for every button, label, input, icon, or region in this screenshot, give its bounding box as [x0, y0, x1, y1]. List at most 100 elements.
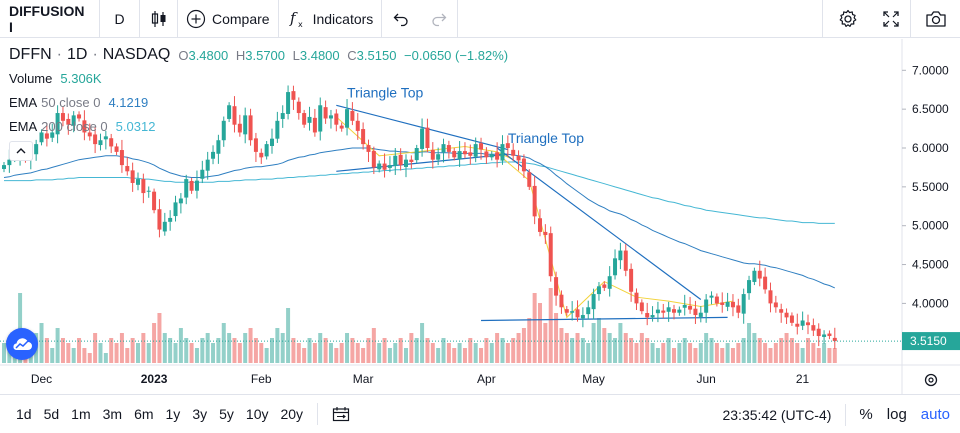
- auto-scale-toggle[interactable]: auto: [920, 406, 950, 423]
- candle-body: [618, 250, 623, 261]
- volume-bar: [682, 338, 687, 363]
- candle-body: [661, 310, 666, 313]
- candle-body: [109, 138, 114, 147]
- candle-body: [339, 125, 344, 129]
- candle-body: [377, 163, 382, 170]
- candle-body: [248, 115, 253, 141]
- volume-bar: [200, 338, 205, 363]
- volume-bar: [511, 338, 516, 363]
- interval-button[interactable]: D: [100, 0, 140, 38]
- candle-body: [136, 179, 140, 185]
- chart-legend: DFFN · 1D · NASDAQ O3.4800 H3.5700 L3.48…: [9, 44, 508, 138]
- candle-body: [93, 134, 98, 145]
- candle-body: [779, 309, 784, 313]
- candle-body: [505, 143, 510, 149]
- legend-volume-row[interactable]: Volume 5.306K: [9, 70, 102, 86]
- bottom-toolbar: 1d 5d 1m 3m 6m 1y 3y 5y 10y 20y 23:35:42 (UTC-4) …: [0, 394, 960, 433]
- candle-body: [77, 114, 82, 119]
- candle-body: [420, 128, 425, 149]
- chart-type-button[interactable]: [140, 0, 178, 38]
- candle-body: [328, 115, 333, 119]
- candle-body: [264, 144, 269, 157]
- candle-body: [468, 152, 473, 156]
- volume-bar: [559, 328, 564, 363]
- candle-body: [827, 333, 832, 337]
- candle-body: [44, 133, 49, 139]
- candle-body: [221, 120, 226, 141]
- volume-bar: [152, 323, 157, 363]
- candle-body: [270, 138, 274, 146]
- date-range-button[interactable]: [326, 395, 356, 433]
- y-tick-label: 6.5000: [912, 102, 949, 116]
- range-buttons: 1d 5d 1m 3m 6m 1y 3y 5y 10y 20y: [0, 395, 309, 433]
- tradingview-logo[interactable]: [6, 328, 38, 360]
- candle-body: [832, 337, 837, 342]
- candle-body: [382, 163, 387, 170]
- range-button-3m[interactable]: 3m: [102, 406, 123, 422]
- triangle-top-label: Triangle Top: [508, 130, 584, 146]
- range-button-10y[interactable]: 10y: [245, 406, 269, 422]
- candle-body: [71, 115, 76, 126]
- candle-body: [157, 209, 162, 230]
- candle-body: [441, 144, 446, 153]
- candle-body: [216, 140, 221, 154]
- volume-bar: [473, 343, 478, 363]
- candle-body: [404, 159, 408, 167]
- range-button-1y[interactable]: 1y: [165, 406, 181, 422]
- candle-body: [516, 155, 521, 161]
- candle-body: [736, 305, 741, 313]
- candle-body: [119, 150, 124, 166]
- compare-button[interactable]: Compare: [178, 0, 279, 38]
- undo-button[interactable]: [382, 0, 420, 38]
- volume-bar: [586, 343, 591, 363]
- candle-body: [768, 290, 773, 304]
- indicators-button[interactable]: f x Indicators: [279, 0, 383, 38]
- volume-bar: [505, 343, 510, 363]
- range-button-1m[interactable]: 1m: [71, 406, 91, 422]
- svg-text:f: f: [289, 9, 298, 27]
- candle-body: [452, 150, 457, 158]
- range-button-5y[interactable]: 5y: [219, 406, 234, 422]
- candle-body: [757, 270, 762, 279]
- volume-bar: [570, 338, 575, 363]
- volume-bar: [575, 333, 580, 363]
- range-button-20y[interactable]: 20y: [280, 406, 304, 422]
- redo-button[interactable]: [420, 0, 459, 38]
- candle-body: [693, 308, 698, 316]
- symbol-search-button[interactable]: DIFFUSION I: [0, 0, 100, 38]
- range-button-6m[interactable]: 6m: [134, 406, 154, 422]
- candle-body: [430, 149, 435, 160]
- candle-body: [425, 127, 430, 149]
- volume-bar: [784, 333, 789, 363]
- volume-bar: [747, 323, 752, 363]
- candle-body: [243, 115, 248, 135]
- legend-collapse-button[interactable]: [9, 141, 33, 161]
- legend-ema200-row[interactable]: EMA 200 close 0 5.0312: [9, 118, 156, 134]
- candle-body: [350, 111, 355, 121]
- y-tick-label: 5.5000: [912, 180, 949, 194]
- clock-timezone[interactable]: 23:35:42 (UTC-4): [722, 406, 832, 423]
- legend-symbol-row: DFFN · 1D · NASDAQ O3.4800 H3.5700 L3.48…: [9, 46, 509, 63]
- volume-bar: [280, 333, 285, 363]
- candle-body: [275, 120, 280, 139]
- fullscreen-button[interactable]: [872, 0, 910, 38]
- candle-body: [784, 312, 789, 318]
- volume-bar: [119, 333, 124, 363]
- settings-button[interactable]: [822, 0, 872, 38]
- range-button-3y[interactable]: 3y: [192, 406, 208, 422]
- volume-bar: [328, 343, 333, 363]
- percent-scale-toggle[interactable]: %: [859, 406, 873, 423]
- candle-body: [822, 334, 827, 337]
- volume-bar: [527, 318, 532, 363]
- legend-ohlc: O3.4800 H3.5700 L3.4800 C3.5150 −0.0650 …: [178, 47, 509, 63]
- legend-ema50-row[interactable]: EMA 50 close 0 4.1219: [9, 94, 149, 110]
- price-chart[interactable]: Triangle Top Triangle Top 7.0000 6.5000 6.0…: [0, 39, 960, 394]
- candle-body: [586, 307, 591, 315]
- screenshot-button[interactable]: [910, 0, 960, 38]
- legend-ticker: DFFN: [9, 46, 52, 63]
- candle-body: [800, 320, 805, 326]
- volume-bar: [634, 343, 639, 363]
- log-scale-toggle[interactable]: log: [886, 406, 907, 423]
- range-button-1d[interactable]: 1d: [16, 406, 32, 422]
- range-button-5d[interactable]: 5d: [43, 406, 60, 422]
